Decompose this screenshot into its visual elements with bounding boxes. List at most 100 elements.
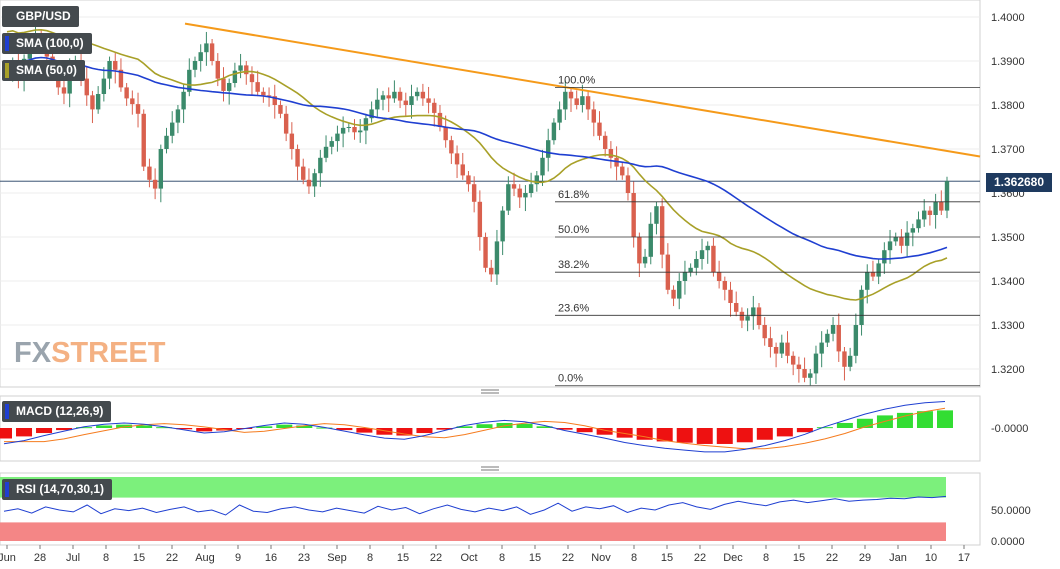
candle-body xyxy=(910,228,916,233)
panel-resize-grip-top[interactable] xyxy=(481,389,499,394)
candle-body xyxy=(340,127,346,134)
macd-bar xyxy=(156,427,173,429)
macd-histogram xyxy=(0,401,953,453)
fib-level-label: 38.2% xyxy=(558,259,589,271)
candle-body xyxy=(375,99,380,110)
candle-body xyxy=(454,153,460,165)
macd-label[interactable]: MACD (12,26,9) xyxy=(2,401,112,422)
macd-bar xyxy=(816,427,833,429)
macd-bar xyxy=(456,426,473,428)
candle-body xyxy=(432,102,437,113)
candle-body xyxy=(642,256,648,264)
macd-bar xyxy=(516,423,533,428)
candle-body xyxy=(511,184,517,189)
fib-level-label: 23.6% xyxy=(558,302,589,314)
macd-signal-line xyxy=(4,407,946,450)
fxstreet-watermark: FXSTREET xyxy=(14,337,165,370)
candle-body xyxy=(215,61,220,79)
candle-body xyxy=(255,82,260,92)
candle-body xyxy=(380,95,386,100)
time-tick-label: Nov xyxy=(591,552,611,564)
candle-body xyxy=(716,272,722,281)
candle-body xyxy=(836,325,841,352)
time-tick-label: 22 xyxy=(562,552,574,564)
panel-resize-grip-bottom[interactable] xyxy=(481,466,499,471)
candle-body xyxy=(745,316,750,321)
candle-body xyxy=(790,355,796,365)
candle-body xyxy=(61,87,67,94)
price-tick-label: 1.3300 xyxy=(991,320,1025,332)
macd-bar xyxy=(76,427,93,429)
macd-bar xyxy=(196,428,213,432)
candle-body xyxy=(170,122,175,136)
candle-body xyxy=(808,373,813,378)
candle-body xyxy=(796,364,802,369)
rsi-tick-label: 0.0000 xyxy=(991,536,1025,548)
macd-tick-label: -0.0000 xyxy=(991,423,1028,435)
rsi-tick-label: 50.0000 xyxy=(991,505,1031,517)
fibonacci-levels: 100.0% 61.8% 50.0% 38.2% 23.6% 0.0% xyxy=(555,74,980,387)
candle-body xyxy=(352,127,357,133)
candle-body xyxy=(591,109,596,123)
candle-body xyxy=(585,96,591,110)
candle-body xyxy=(141,113,146,167)
price-tick-label: 1.3900 xyxy=(991,56,1025,68)
candle-body xyxy=(147,166,152,180)
rsi-text: RSI (14,70,30,1) xyxy=(16,482,105,496)
candle-body xyxy=(779,342,784,354)
macd-bar xyxy=(396,428,413,436)
candle-body xyxy=(386,95,391,99)
macd-bar xyxy=(937,410,953,428)
candle-body xyxy=(414,91,420,97)
macd-bar xyxy=(136,425,153,428)
candle-body xyxy=(84,78,89,96)
candle-body xyxy=(847,355,853,367)
candle-body xyxy=(597,122,602,136)
price-tick-label: 1.3400 xyxy=(991,276,1025,288)
candle-body xyxy=(420,91,426,99)
macd-bar xyxy=(616,428,633,438)
candle-body xyxy=(688,267,693,273)
macd-bar xyxy=(676,428,693,443)
sma100-label[interactable]: SMA (100,0) xyxy=(2,33,92,54)
time-tick-label: Jan xyxy=(889,552,907,564)
macd-bar xyxy=(476,424,493,428)
candle-body xyxy=(289,133,295,149)
candle-body xyxy=(739,311,745,321)
candle-body xyxy=(671,289,676,299)
candle-body xyxy=(221,78,226,91)
instrument-label[interactable]: GBP/USD xyxy=(2,6,79,27)
candle-body xyxy=(329,141,334,147)
candle-body xyxy=(460,164,465,176)
rsi-oversold-zone xyxy=(0,522,946,541)
macd-bar xyxy=(96,425,113,428)
candle-body xyxy=(232,70,238,83)
candle-body xyxy=(876,263,881,277)
candle-body xyxy=(922,210,927,220)
sma50-label[interactable]: SMA (50,0) xyxy=(2,60,85,81)
candle-body xyxy=(916,219,921,229)
candle-body xyxy=(489,267,494,275)
candle-body xyxy=(323,146,329,158)
rsi-label[interactable]: RSI (14,70,30,1) xyxy=(2,479,113,500)
candle-body xyxy=(494,241,500,275)
time-tick-label: Sep xyxy=(327,552,347,564)
candle-body xyxy=(266,95,272,97)
candle-body xyxy=(95,94,101,110)
candle-body xyxy=(318,157,323,174)
price-tick-label: 1.3800 xyxy=(991,100,1025,112)
candle-body xyxy=(471,184,477,202)
candle-body xyxy=(187,69,192,92)
candle-body xyxy=(734,303,739,312)
candle-body xyxy=(859,289,864,325)
candle-body xyxy=(466,175,471,185)
macd-bar xyxy=(756,428,773,440)
time-tick-label: Oct xyxy=(460,552,477,564)
sma50-line xyxy=(6,28,948,301)
candle-body xyxy=(762,325,767,339)
candle-body xyxy=(551,122,557,141)
indicator-lines xyxy=(6,22,981,301)
macd-bar xyxy=(776,428,793,437)
macd-bar xyxy=(296,425,313,428)
time-tick-label: 10 xyxy=(925,552,937,564)
